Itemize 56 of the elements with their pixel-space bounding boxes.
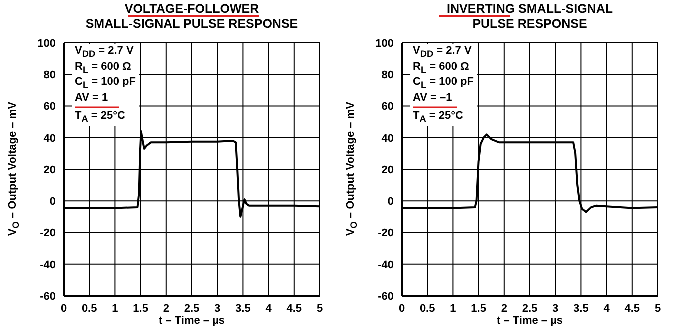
annotation: AV = 1 — [75, 92, 110, 105]
x-tick-label: 4.5 — [624, 302, 640, 315]
y-tick-label: 40 — [44, 132, 56, 145]
y-tick-label: -20 — [378, 228, 394, 240]
x-tick-label: 0.5 — [420, 302, 436, 315]
chart-subtitle: SMALL-SIGNAL PULSE RESPONSE — [84, 17, 300, 32]
x-tick-label: 0.5 — [82, 302, 98, 315]
y-tick-label: 60 — [382, 101, 394, 114]
annotation: C$_{L}$ = 100 pF — [75, 76, 136, 92]
y-tick-label: 0 — [50, 196, 56, 208]
annotation: AV = –1 — [413, 92, 454, 105]
x-tick-label: 1 — [450, 302, 456, 315]
x-tick-label: 1.5 — [471, 302, 486, 315]
chart-subtitle: PULSE RESPONSE — [472, 17, 588, 32]
chart-title: INVERTING SMALL-SIGNAL — [446, 2, 614, 17]
chart-title: VOLTAGE-FOLLOWER — [124, 2, 260, 17]
x-tick-label: 4.5 — [286, 302, 302, 315]
y-tick-label: -60 — [378, 290, 394, 303]
x-tick-label: 1.5 — [133, 302, 148, 315]
annotation: V$_{DD}$ = 2.7 V — [413, 45, 473, 61]
y-tick-label: 100 — [376, 38, 394, 50]
y-tick-label: 20 — [44, 164, 56, 176]
x-tick-label: 3.5 — [574, 302, 589, 315]
y-tick-label: 80 — [382, 70, 394, 82]
y-tick-label: 60 — [44, 101, 56, 114]
x-tick-label: 5 — [316, 302, 324, 315]
x-tick-label: 3 — [214, 302, 221, 315]
annotation: V$_{DD}$ = 2.7 V — [75, 45, 135, 61]
x-tick-label: 2 — [501, 302, 508, 315]
y-tick-label: 20 — [382, 164, 394, 176]
x-tick-label: 0 — [398, 302, 406, 315]
x-tick-label: 2.5 — [522, 302, 538, 315]
y-tick-label: 80 — [44, 70, 56, 82]
y-tick-label: -40 — [378, 259, 394, 272]
x-tick-label: 3.5 — [236, 302, 251, 315]
annotation: R$_{L}$ = 600 Ω — [413, 60, 470, 76]
x-tick-label: 2.5 — [184, 302, 200, 315]
x-tick-label: 1 — [112, 302, 118, 315]
x-tick-label: 5 — [654, 302, 662, 315]
y-tick-label: -40 — [40, 259, 56, 272]
x-tick-label: 0 — [60, 302, 68, 315]
x-tick-label: 4 — [266, 302, 273, 315]
x-tick-label: 4 — [604, 302, 611, 315]
annotation: R$_{L}$ = 600 Ω — [75, 60, 132, 76]
y-tick-label: -60 — [40, 290, 56, 303]
y-tick-label: 0 — [388, 196, 394, 208]
y-tick-label: 40 — [382, 132, 394, 145]
x-tick-label: 2 — [163, 302, 170, 315]
y-tick-label: 100 — [38, 38, 56, 50]
x-axis-title: t – Time – µs — [158, 315, 226, 327]
y-tick-label: -20 — [40, 228, 56, 240]
annotation: T$_{A}$ = 25°C — [75, 110, 126, 126]
annotation: C$_{L}$ = 100 pF — [413, 76, 474, 92]
x-axis-title: t – Time – µs — [496, 315, 564, 327]
annotation: T$_{A}$ = 25°C — [413, 110, 464, 126]
x-tick-label: 3 — [552, 302, 559, 315]
